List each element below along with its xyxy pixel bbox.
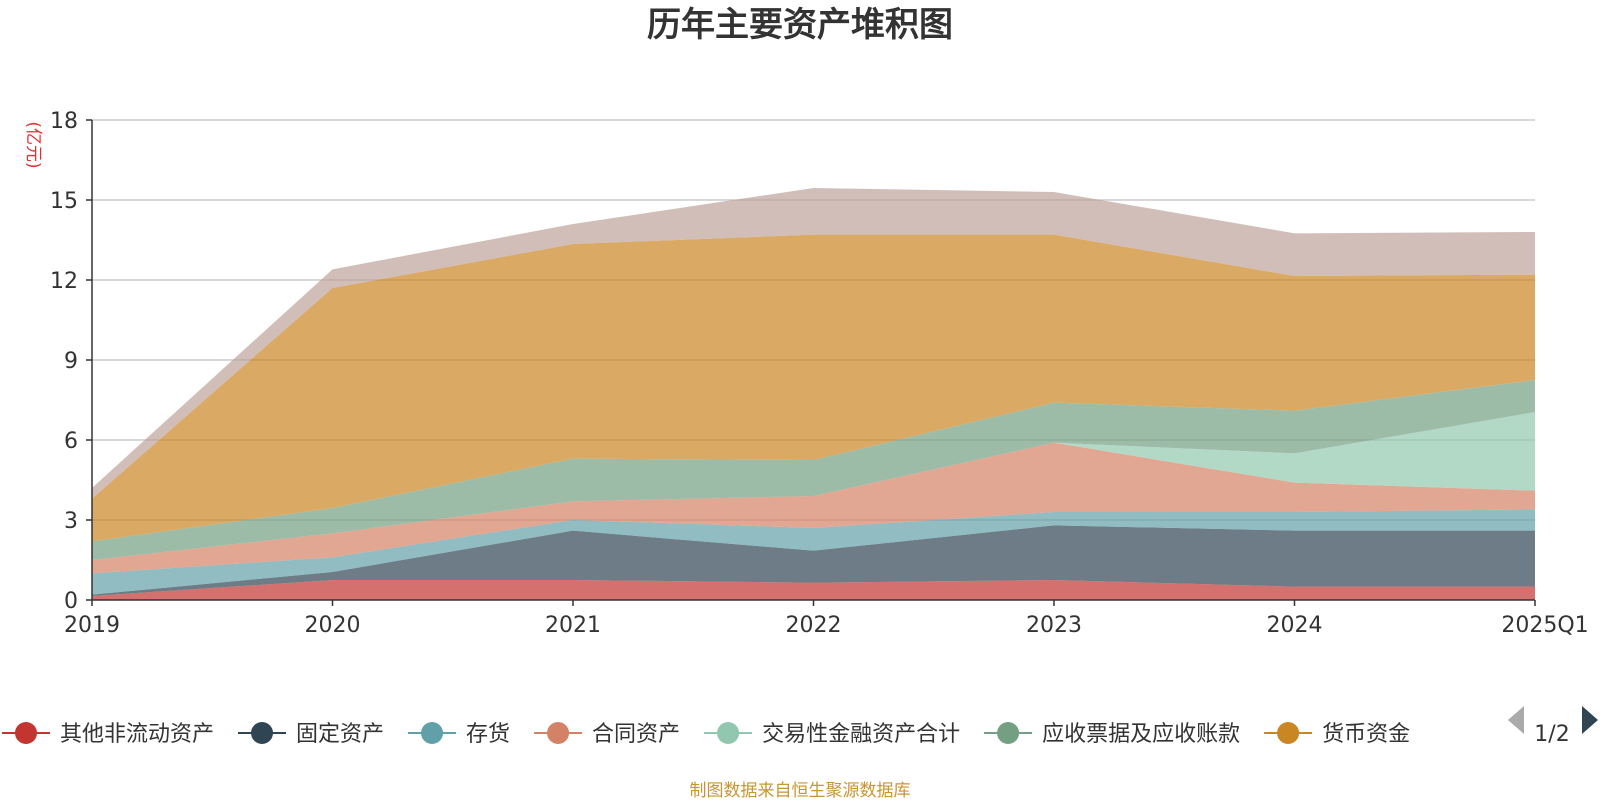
legend-label: 交易性金融资产合计 [762,722,960,747]
x-tick-label: 2021 [545,613,601,638]
area-series-固定资产 [92,525,1535,596]
y-tick-label: 0 [64,589,78,614]
y-tick-label: 15 [50,189,78,214]
legend-marker-icon [997,722,1020,744]
y-tick-label: 9 [64,349,78,374]
legend-label: 应收票据及应收账款 [1042,722,1240,747]
y-tick-label: 6 [64,429,78,454]
data-source-note: 制图数据来自恒生聚源数据库 [690,781,911,800]
legend-item-固定资产[interactable]: 固定资产 [238,722,384,747]
legend-marker-icon [15,722,37,744]
legend-item-交易性金融资产合计[interactable]: 交易性金融资产合计 [704,722,960,747]
legend-marker-icon [547,722,570,744]
legend: 其他非流动资产 固定资产 存货 合同资产 交易性金融资产合计 应收票据及应收账款 货币资金 [2,722,1410,747]
legend-prev-page-icon[interactable] [1508,706,1524,734]
y-tick-label: 12 [50,269,78,294]
legend-item-存货[interactable]: 存货 [408,722,510,747]
x-tick-label: 2023 [1026,613,1082,638]
y-tick-label: 18 [50,109,78,134]
x-tick-label: 2020 [305,613,361,638]
x-tick-label: 2022 [786,613,842,638]
chart-title: 历年主要资产堆积图 [647,5,953,45]
area-series-存货 [92,509,1535,595]
legend-page-indicator: 1/2 [1534,722,1569,747]
legend-label: 其他非流动资产 [60,722,214,747]
legend-label: 固定资产 [296,722,384,747]
legend-marker-icon [717,722,740,744]
legend-label: 货币资金 [1322,722,1410,747]
legend-item-货币资金[interactable]: 货币资金 [1264,722,1410,747]
x-tick-label: 2019 [64,613,120,638]
area-series-交易性金融资产合计 [92,412,1535,560]
area-series-合同资产 [92,442,1535,574]
area-series-应收票据及应收账款 [92,380,1535,560]
area-series-货币资金 [92,234,1535,542]
area-series-其他 [92,188,1535,499]
legend-pager: 1/2 [1508,706,1598,747]
legend-marker-icon [251,722,274,744]
legend-label: 存货 [466,722,510,747]
x-tick-label: 2024 [1267,613,1323,638]
legend-label: 合同资产 [592,722,680,747]
area-series [92,188,1535,600]
y-tick-label: 3 [64,509,78,534]
legend-next-page-icon[interactable] [1582,706,1598,734]
legend-marker-icon [421,722,444,744]
area-series-其他非流动资产 [92,580,1535,600]
y-axis-unit: (亿元) [23,121,43,168]
axes: 0 3 6 9 12 15 18 2019 2020 2021 2022 2023 2024 2025Q1 [50,109,1589,638]
legend-marker-icon [1277,722,1300,744]
x-tick-label: 2025Q1 [1501,613,1588,638]
legend-item-应收票据及应收账款[interactable]: 应收票据及应收账款 [984,722,1240,747]
legend-item-其他非流动资产[interactable]: 其他非流动资产 [2,722,214,747]
legend-item-合同资产[interactable]: 合同资产 [534,722,680,747]
